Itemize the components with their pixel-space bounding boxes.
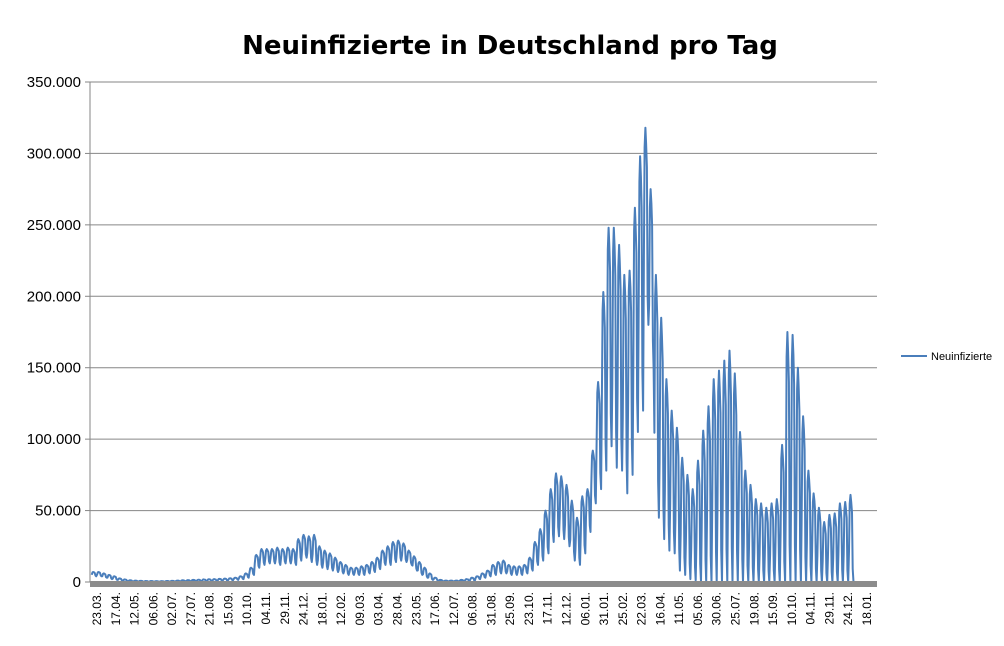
x-tick-label: 19.08. (747, 592, 761, 625)
x-tick-label: 18.01. (860, 592, 874, 625)
x-tick-label: 27.07. (184, 592, 198, 625)
x-tick-label: 29.11. (822, 592, 836, 624)
series-line-neuinfizierte (90, 126, 855, 583)
x-tick-label: 10.10. (240, 592, 254, 625)
x-tick-label: 25.07. (729, 592, 743, 625)
x-tick-label: 02.07. (165, 592, 179, 625)
x-tick-label: 06.08. (466, 592, 480, 625)
x-tick-label: 04.11. (804, 592, 818, 624)
x-tick-label: 10.10. (785, 592, 799, 625)
x-tick-label: 06.01. (578, 592, 592, 625)
y-tick-label: 250.000 (27, 217, 81, 234)
y-axis-ticks: 0 50.000 100.000 150.000 200.000 250.000 300.0… (27, 74, 90, 591)
x-tick-label: 31.01. (597, 592, 611, 625)
y-tick-label: 50.000 (35, 503, 81, 520)
x-tick-label: 23.10. (522, 592, 536, 625)
chart-title: Neuinfizierte in Deutschland pro Tag (242, 31, 778, 61)
x-tick-label: 05.06. (691, 592, 705, 625)
x-tick-label: 24.12. (841, 592, 855, 625)
x-tick-label: 17.04. (109, 592, 123, 625)
legend-label: Neuinfizierte (931, 351, 992, 363)
x-tick-label: 29.11. (278, 592, 292, 624)
x-tick-label: 22.03. (635, 592, 649, 625)
gridlines (90, 81, 877, 512)
x-tick-label: 23.03. (90, 592, 104, 625)
x-tick-label: 06.06. (146, 592, 160, 625)
x-tick-label: 16.04. (653, 592, 667, 625)
x-axis-ticks: 23.03. 17.04. 12.05. 06.06. 02.07. 27.07. 21.0… (90, 592, 874, 625)
x-tick-label: 12.07. (447, 592, 461, 625)
x-tick-label: 23.05. (409, 592, 423, 625)
y-tick-label: 300.000 (27, 145, 81, 162)
y-tick-label: 0 (73, 574, 81, 591)
x-tick-label: 17.06. (428, 592, 442, 625)
y-tick-label: 100.000 (27, 431, 81, 448)
x-tick-label: 09.03. (353, 592, 367, 625)
x-tick-label: 12.05. (128, 592, 142, 625)
x-axis-baseline (90, 581, 877, 587)
x-tick-label: 11.05. (672, 592, 686, 624)
x-tick-label: 15.09. (766, 592, 780, 625)
x-tick-label: 24.12. (297, 592, 311, 625)
x-tick-label: 04.11. (259, 592, 273, 624)
legend: Neuinfizierte (901, 351, 992, 363)
x-tick-label: 18.01. (315, 592, 329, 625)
x-tick-label: 28.04. (390, 592, 404, 625)
x-tick-label: 30.06. (710, 592, 724, 625)
x-tick-label: 12.12. (560, 592, 574, 625)
x-tick-label: 21.08. (203, 592, 217, 625)
x-tick-label: 15.09. (221, 592, 235, 625)
y-tick-label: 150.000 (27, 360, 81, 377)
y-tick-label: 200.000 (27, 288, 81, 305)
x-tick-label: 03.04. (372, 592, 386, 625)
x-tick-label: 25.09. (503, 592, 517, 625)
y-tick-label: 350.000 (27, 74, 81, 91)
x-tick-label: 25.02. (616, 592, 630, 625)
x-tick-label: 31.08. (484, 592, 498, 625)
x-tick-label: 17.11. (541, 592, 555, 624)
x-tick-label: 12.02. (334, 592, 348, 625)
